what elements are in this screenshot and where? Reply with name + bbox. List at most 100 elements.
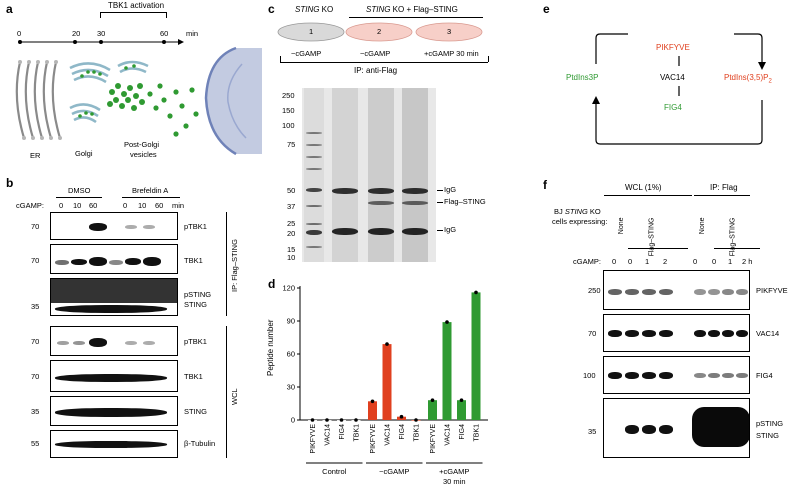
data-point [339,418,344,422]
trafficking-illustration [15,39,262,156]
band-label-psting-f: pSTING [756,419,784,428]
band-label-fig4: FIG4 [756,371,773,380]
blot-wcl-sting [50,396,178,426]
band-label-sting-wcl: STING [184,407,207,416]
bj-line2: cells expressing: [552,217,608,226]
blot-ip-tbk1 [50,244,178,274]
group-label: +cGAMP [439,467,469,476]
brefeldin-label: Brefeldin A [132,186,169,195]
bar-pikfyve [368,401,377,420]
dmso-label: DMSO [68,186,91,195]
bar-tbk1 [471,292,481,420]
band-label-ptbk1: pTBK1 [184,222,207,231]
condition-1: −cGAMP [291,49,322,58]
panel-label-d: d [268,277,276,291]
blot-f-vac14 [603,314,750,352]
band-label-vac14: VAC14 [756,329,780,338]
post-golgi-label: Post-Golgi [124,140,160,149]
time-label: 1 [728,257,733,266]
tick-0: 0 [17,29,22,38]
mw-marker: 10 [287,253,296,262]
data-point [459,398,464,402]
mw-marker: 250 [282,91,295,100]
time-label: 10 [73,201,82,210]
time-label: 0 [123,201,128,210]
time-label: 2 [663,257,668,266]
coomassie-gel [302,88,436,262]
blot-wcl-tubulin [50,430,178,458]
time-label: 0 [59,201,64,210]
time-label: 10 [138,201,147,210]
lane-flag-sting-wcl: Flag–STING [648,217,656,257]
mw-marker: 250 [588,286,601,295]
flag-sting-label: Flag–STING [444,197,486,206]
group-label: −cGAMP [379,467,409,476]
lane-flag-sting-ip: Flag–STING [729,217,737,257]
x-tick-label: TBK1 [414,424,421,442]
time-label: 0 [628,257,633,266]
time-unit: min [172,201,185,210]
y-tick-label: 30 [287,383,295,392]
time-label: 0 [712,257,717,266]
group-sting-ko-flag: STING KO + Flag–STING [366,5,458,14]
y-tick-label: 0 [291,416,295,425]
er-label: ER [30,151,41,160]
tube-3: 3 [447,27,452,36]
peptide-bar-chart: 0 30 60 90 120 PIKFYVE VAC14 FIG4 TBK1 Control PIK… [282,284,488,486]
band-label-tbk1-wcl: TBK1 [184,372,203,381]
vesicles-label: vesicles [130,150,157,159]
mw-marker: 70 [31,256,40,265]
tick-60: 60 [160,29,169,38]
mw-marker: 100 [583,371,596,380]
mw-marker: 35 [31,302,40,311]
cgamp-label-f: cGAMP: [573,257,601,266]
mw-marker: 37 [287,202,296,211]
y-tick-label: 60 [287,350,295,359]
x-tick-label: TBK1 [474,424,481,442]
mw-marker: 35 [588,427,597,436]
blot-ip-ptbk1 [50,212,178,240]
bar-vac14 [442,322,452,420]
x-tick-label: PIKFYVE [430,424,437,454]
golgi-label: Golgi [75,149,93,158]
tick-20: 20 [72,29,81,38]
x-tick-label: VAC14 [445,424,452,446]
blot-wcl-tbk1 [50,360,178,392]
lane-none-wcl: None [618,217,626,235]
tbk1-activation-header: TBK1 activation [108,1,165,10]
cgamp-label: cGAMP: [16,201,44,210]
band-label-ptbk1-wcl: pTBK1 [184,337,207,346]
group-label: Control [322,467,347,476]
ip-flag-label: IP: Flag [710,183,738,192]
data-point [385,342,389,346]
ptdins3p-label: PtdIns3P [566,73,599,82]
igg-heavy-label: IgG [444,185,457,194]
band-label-psting: pSTING [184,290,212,299]
data-point [399,414,404,419]
x-tick-label: VAC14 [385,424,392,446]
ip-flag-sting-label: IP: Flag–STING [230,239,239,292]
bj-line1: BJ STING KO [554,207,601,216]
blot-f-fig4 [603,356,750,394]
bar-fig4 [457,400,466,420]
igg-light-label: IgG [444,225,457,234]
mw-marker: 35 [31,407,40,416]
x-tick-label: FIG4 [339,424,346,440]
mw-marker: 20 [287,229,296,238]
time-unit: min [186,29,199,38]
fig4-label: FIG4 [664,103,682,112]
vac14-label: VAC14 [660,73,685,82]
band-label-tbk1: TBK1 [184,256,203,265]
ptdins35p2-label: PtdIns(3,5)P2 [724,73,772,85]
x-tick-label: TBK1 [354,424,361,442]
bar-vac14 [382,344,392,420]
mw-marker: 70 [31,222,40,231]
y-tick-label: 90 [287,317,295,326]
group-sting-ko: STING KO [295,5,334,14]
mw-marker: 55 [31,439,40,448]
time-label: 1 [645,257,650,266]
ip-anti-flag-label: IP: anti-Flag [354,66,398,75]
time-label: 0 [693,257,698,266]
panel-label-a: a [6,2,13,16]
group-label-line2: 30 min [443,477,466,486]
